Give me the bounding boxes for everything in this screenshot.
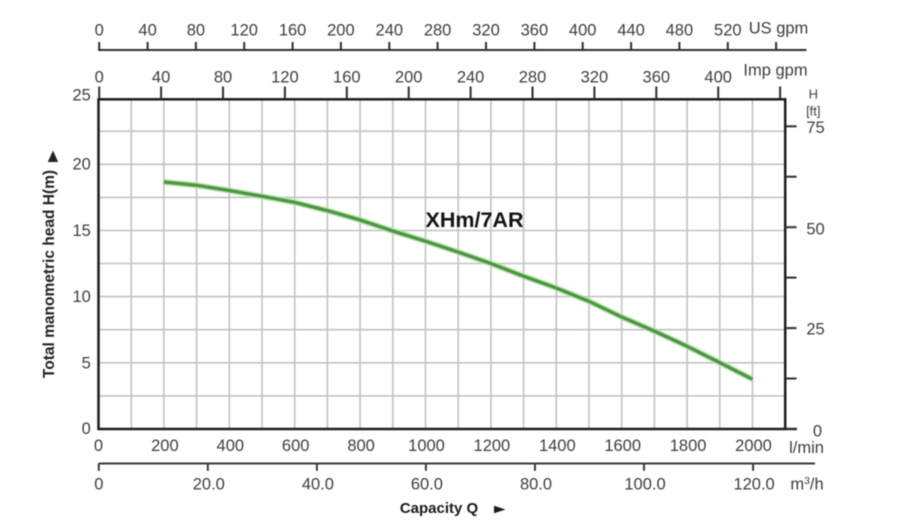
svg-text:5: 5 (82, 355, 91, 373)
svg-text:480: 480 (666, 22, 694, 40)
svg-text:320: 320 (472, 22, 500, 40)
svg-text:H: H (809, 86, 818, 101)
svg-text:1200: 1200 (474, 437, 511, 455)
svg-text:40: 40 (152, 69, 170, 87)
svg-text:40.0: 40.0 (302, 476, 334, 494)
svg-text:520: 520 (714, 22, 742, 40)
svg-text:200: 200 (395, 69, 423, 87)
svg-text:120: 120 (271, 69, 299, 87)
svg-text:Capacity Q: Capacity Q (400, 500, 479, 517)
svg-text:25: 25 (72, 87, 90, 105)
svg-text:400: 400 (569, 22, 597, 40)
svg-text:1800: 1800 (670, 437, 707, 455)
svg-text:1400: 1400 (539, 437, 576, 455)
svg-text:15: 15 (72, 222, 90, 240)
svg-text:50: 50 (806, 220, 824, 238)
svg-text:400: 400 (704, 69, 732, 87)
svg-text:20: 20 (72, 155, 90, 173)
svg-text:320: 320 (581, 69, 609, 87)
svg-text:440: 440 (617, 22, 645, 40)
svg-text:360: 360 (521, 22, 549, 40)
svg-text:200: 200 (151, 437, 179, 455)
svg-text:0: 0 (94, 476, 103, 494)
svg-text:Total manometric head H(m): Total manometric head H(m) (41, 170, 58, 378)
svg-text:280: 280 (424, 22, 452, 40)
svg-text:0: 0 (82, 420, 91, 438)
svg-text:0: 0 (95, 69, 104, 87)
svg-text:120: 120 (230, 22, 258, 40)
svg-text:80: 80 (214, 69, 232, 87)
svg-text:2000: 2000 (735, 437, 772, 455)
svg-text:60.0: 60.0 (411, 476, 443, 494)
svg-text:80: 80 (187, 22, 205, 40)
svg-text:[ft]: [ft] (806, 103, 820, 118)
svg-text:m3/h: m3/h (790, 475, 823, 494)
svg-text:240: 240 (457, 69, 485, 87)
svg-text:120.0: 120.0 (733, 476, 774, 494)
svg-text:25: 25 (806, 321, 824, 339)
svg-text:80.0: 80.0 (520, 476, 552, 494)
svg-text:US gpm: US gpm (749, 20, 809, 38)
svg-text:160: 160 (279, 22, 307, 40)
svg-text:100.0: 100.0 (624, 476, 665, 494)
svg-text:280: 280 (519, 69, 547, 87)
svg-text:800: 800 (347, 437, 375, 455)
svg-text:400: 400 (217, 437, 245, 455)
svg-text:240: 240 (376, 22, 404, 40)
svg-text:0: 0 (95, 22, 104, 40)
svg-text:600: 600 (282, 437, 310, 455)
svg-text:200: 200 (327, 22, 355, 40)
svg-text:40: 40 (138, 22, 156, 40)
svg-text:10: 10 (72, 288, 90, 306)
svg-text:20.0: 20.0 (193, 476, 225, 494)
svg-text:XHm/7AR: XHm/7AR (426, 208, 524, 232)
svg-text:l/min: l/min (789, 439, 824, 457)
svg-text:1600: 1600 (604, 437, 641, 455)
svg-text:0: 0 (94, 437, 103, 455)
svg-text:0: 0 (813, 422, 822, 440)
svg-text:360: 360 (643, 69, 671, 87)
svg-text:160: 160 (333, 69, 361, 87)
svg-text:Imp gpm: Imp gpm (743, 62, 807, 80)
svg-text:75: 75 (806, 119, 824, 137)
svg-text:1000: 1000 (408, 437, 445, 455)
